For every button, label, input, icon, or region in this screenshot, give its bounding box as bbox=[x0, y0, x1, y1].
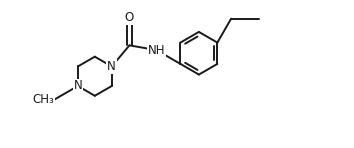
Text: N: N bbox=[107, 60, 116, 73]
Text: NH: NH bbox=[148, 44, 165, 57]
Text: O: O bbox=[125, 11, 134, 24]
Text: CH₃: CH₃ bbox=[32, 93, 54, 106]
Text: N: N bbox=[74, 79, 82, 92]
